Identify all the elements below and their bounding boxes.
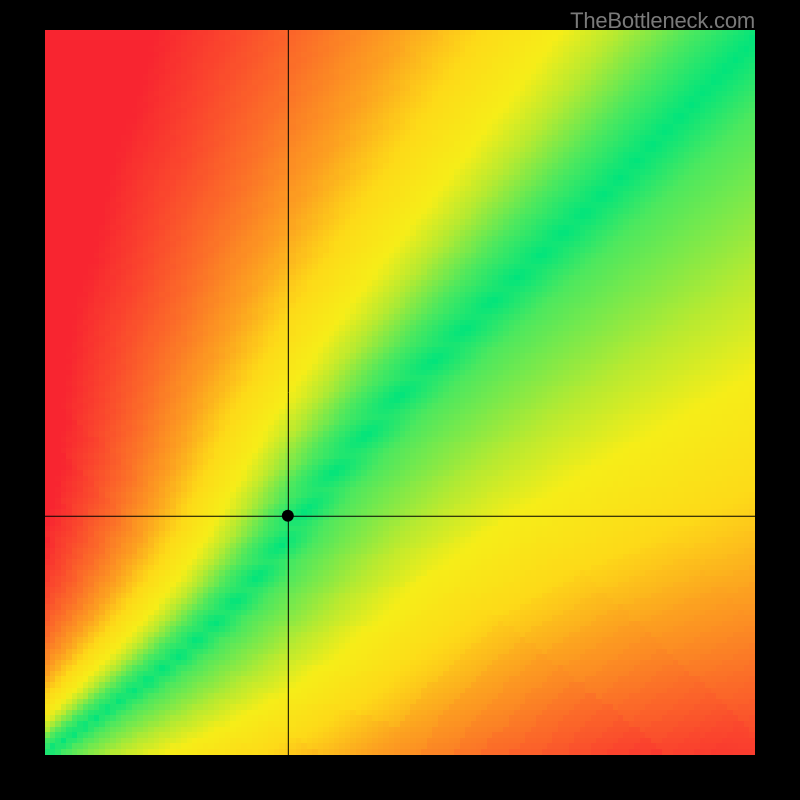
chart-container: TheBottleneck.com — [0, 0, 800, 800]
heatmap-plot — [45, 30, 755, 755]
watermark-text: TheBottleneck.com — [570, 8, 755, 34]
heatmap-canvas — [45, 30, 755, 755]
